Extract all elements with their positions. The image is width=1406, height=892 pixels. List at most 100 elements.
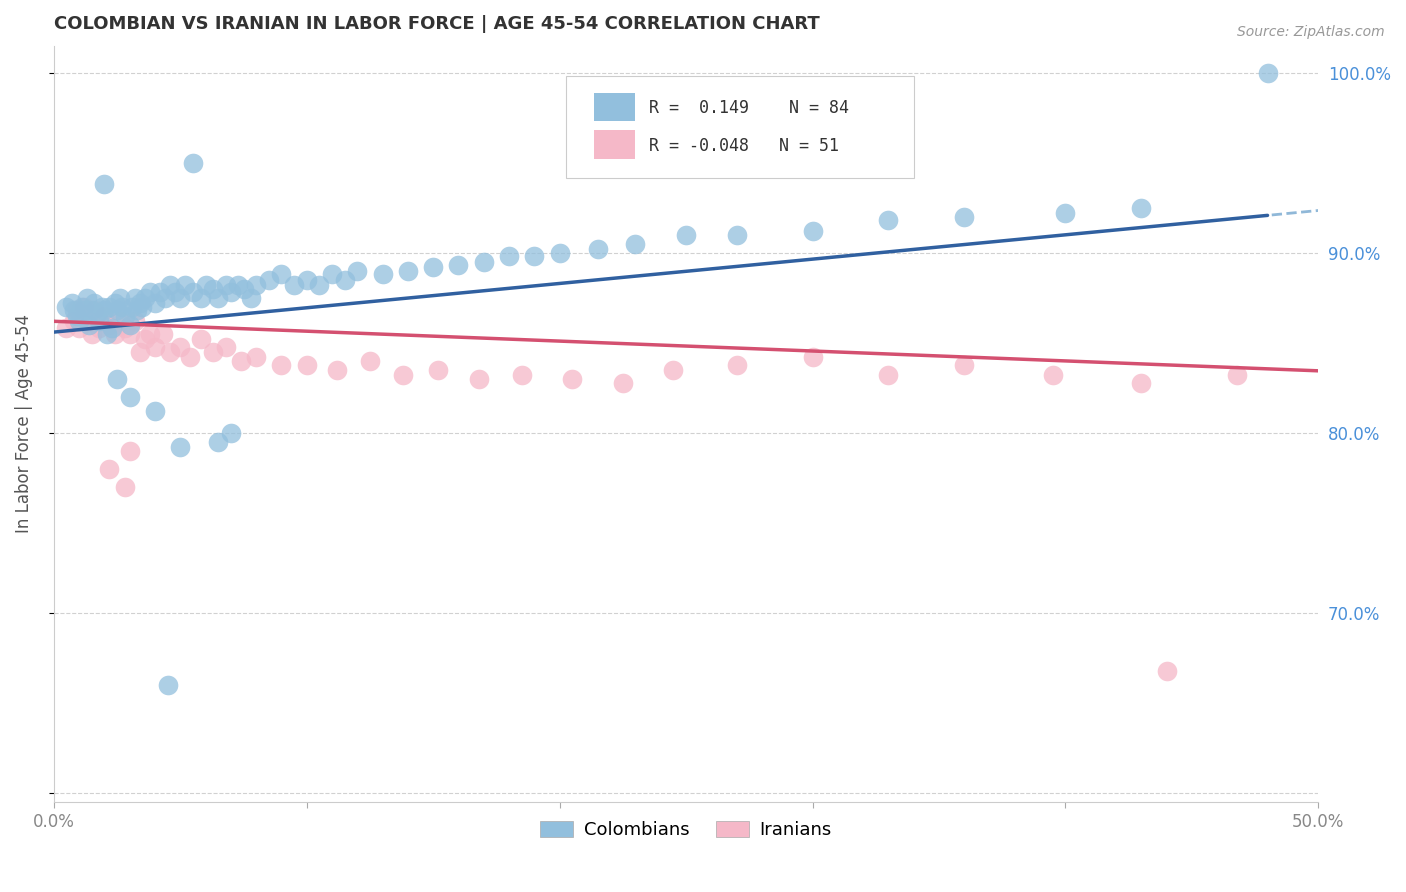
Text: COLOMBIAN VS IRANIAN IN LABOR FORCE | AGE 45-54 CORRELATION CHART: COLOMBIAN VS IRANIAN IN LABOR FORCE | AG… xyxy=(53,15,820,33)
Point xyxy=(257,273,280,287)
Point xyxy=(523,249,546,263)
Point xyxy=(73,300,96,314)
Point xyxy=(1156,664,1178,678)
Point xyxy=(190,332,212,346)
Point xyxy=(612,376,634,390)
Point xyxy=(202,282,225,296)
Point xyxy=(128,345,150,359)
Point xyxy=(624,236,647,251)
Point xyxy=(346,264,368,278)
Point xyxy=(245,278,267,293)
Point xyxy=(108,291,131,305)
Point xyxy=(118,318,141,332)
Point xyxy=(270,358,292,372)
Y-axis label: In Labor Force | Age 45-54: In Labor Force | Age 45-54 xyxy=(15,315,32,533)
Point xyxy=(174,278,197,293)
Point xyxy=(131,300,153,314)
Point xyxy=(77,318,100,332)
Point xyxy=(194,278,217,293)
Point xyxy=(283,278,305,293)
Point xyxy=(1226,368,1249,383)
Point xyxy=(159,278,181,293)
Point xyxy=(124,314,146,328)
Point xyxy=(65,303,87,318)
Point xyxy=(801,224,824,238)
Point xyxy=(139,326,162,341)
Point xyxy=(105,303,128,318)
Point xyxy=(60,296,83,310)
Point xyxy=(179,351,201,365)
Point xyxy=(83,303,105,318)
Point xyxy=(1130,201,1153,215)
Point xyxy=(877,213,900,227)
Point xyxy=(295,358,318,372)
FancyBboxPatch shape xyxy=(593,93,636,121)
Point xyxy=(114,309,136,323)
Point xyxy=(326,363,349,377)
Point xyxy=(510,368,533,383)
Point xyxy=(1257,65,1279,79)
Point xyxy=(548,245,571,260)
Point xyxy=(953,358,976,372)
Text: Source: ZipAtlas.com: Source: ZipAtlas.com xyxy=(1237,25,1385,39)
Point xyxy=(232,282,254,296)
Point xyxy=(105,372,128,386)
Point xyxy=(561,372,583,386)
Point xyxy=(202,345,225,359)
Point xyxy=(111,300,134,314)
Point xyxy=(953,210,976,224)
Point xyxy=(392,368,415,383)
Point xyxy=(215,278,238,293)
Point xyxy=(67,321,90,335)
Point xyxy=(662,363,685,377)
Point xyxy=(207,434,229,449)
Point xyxy=(63,314,86,328)
Point xyxy=(725,227,748,242)
Point xyxy=(152,326,174,341)
FancyBboxPatch shape xyxy=(567,76,914,178)
Point xyxy=(76,291,98,305)
Point xyxy=(118,390,141,404)
Point xyxy=(80,326,103,341)
Point xyxy=(128,296,150,310)
FancyBboxPatch shape xyxy=(593,130,636,159)
Point xyxy=(396,264,419,278)
Point xyxy=(1042,368,1064,383)
Point xyxy=(118,444,141,458)
Point xyxy=(108,314,131,328)
Point xyxy=(472,255,495,269)
Point xyxy=(114,321,136,335)
Point xyxy=(801,351,824,365)
Point xyxy=(153,291,176,305)
Point xyxy=(114,480,136,494)
Point xyxy=(143,296,166,310)
Point xyxy=(586,242,609,256)
Point xyxy=(447,259,470,273)
Point xyxy=(427,363,450,377)
Point xyxy=(55,321,77,335)
Point xyxy=(240,291,263,305)
Point xyxy=(121,300,143,314)
Point xyxy=(101,321,124,335)
Point xyxy=(93,309,115,323)
Point xyxy=(93,178,115,192)
Point xyxy=(98,462,121,476)
Point xyxy=(219,425,242,440)
Point xyxy=(156,678,179,692)
Point xyxy=(96,326,118,341)
Point xyxy=(93,303,115,318)
Legend: Colombians, Iranians: Colombians, Iranians xyxy=(533,814,839,847)
Point xyxy=(89,321,111,335)
Point xyxy=(103,296,125,310)
Point xyxy=(270,268,292,282)
Point xyxy=(165,285,187,300)
Point xyxy=(215,339,238,353)
Point xyxy=(1130,376,1153,390)
Point xyxy=(498,249,520,263)
Point xyxy=(371,268,394,282)
Point xyxy=(63,303,86,318)
Point xyxy=(725,358,748,372)
Point xyxy=(219,285,242,300)
Point xyxy=(143,339,166,353)
Point xyxy=(98,318,121,332)
